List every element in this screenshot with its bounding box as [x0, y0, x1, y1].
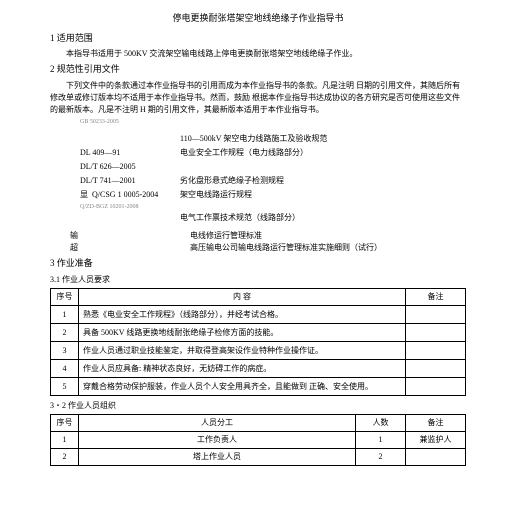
std-name: 劣化盘形悬式绝缘子检测规程	[180, 175, 284, 187]
td-note	[406, 449, 466, 466]
td-content: 具备 500KV 线路更换地线耐张绝缘子检修方面的技能。	[79, 324, 406, 342]
th-note: 备注	[406, 289, 466, 306]
td-seq: 1	[51, 432, 79, 449]
td-count: 2	[356, 449, 406, 466]
th-seq: 序号	[51, 415, 79, 432]
company-l2: 超	[70, 242, 100, 254]
td-seq: 1	[51, 306, 79, 324]
company-r2: 高压输电公司输电线路运行管理标准实施细则（试行）	[190, 242, 382, 254]
section-3-2-heading: 3・2 作业人员组织	[50, 400, 466, 412]
td-count: 1	[356, 432, 406, 449]
th-content: 内 容	[79, 289, 406, 306]
td-content: 作业人员通过职业技能鉴定，并取得登高架设作业特种作业操作证。	[79, 342, 406, 360]
company-r1: 电线修运行管理标准	[190, 230, 382, 242]
table-personnel-org: 序号 人员分工 人数 备注 1工作负责人1兼监护人 2塔上作业人员2	[50, 414, 466, 466]
td-note	[406, 324, 466, 342]
td-seq: 2	[51, 324, 79, 342]
th-count: 人数	[356, 415, 406, 432]
th-role: 人员分工	[79, 415, 356, 432]
td-note	[406, 306, 466, 324]
section-1-body: 本指导书适用于 500KV 交流架空输电线路上停电更换耐张塔架空地线绝缘子作业。	[50, 48, 466, 60]
std-tiny-1: GB 50233-2005	[80, 118, 466, 127]
td-content: 熟悉《电业安全工作规程》（线路部分），并经考试合格。	[79, 306, 406, 324]
section-2-heading: 2 规范性引用文件	[50, 63, 466, 77]
th-note: 备注	[406, 415, 466, 432]
std-code: DL/T 626—2005	[80, 161, 180, 173]
th-seq: 序号	[51, 289, 79, 306]
td-role: 塔上作业人员	[79, 449, 356, 466]
std-name: 电业安全工作规程（电力线路部分）	[180, 147, 308, 159]
doc-title: 停电更换耐张塔架空地线绝缘子作业指导书	[50, 12, 466, 26]
section-1-heading: 1 适用范围	[50, 32, 466, 46]
td-note	[406, 360, 466, 378]
section-3-1-heading: 3.1 作业人员要求	[50, 274, 466, 286]
std-code	[80, 133, 180, 145]
td-seq: 2	[51, 449, 79, 466]
td-seq: 4	[51, 360, 79, 378]
td-note	[406, 378, 466, 396]
td-content: 作业人员应具备: 精神状态良好，无妨碍工作的病症。	[79, 360, 406, 378]
std-extra: 电气工作票技术规范（线路部分）	[180, 212, 466, 224]
company-l1: 输	[70, 230, 100, 242]
section-3-heading: 3 作业准备	[50, 257, 466, 271]
std-name: 架空电线路运行规程	[180, 189, 252, 201]
std-prefix: 显	[80, 189, 92, 201]
td-seq: 5	[51, 378, 79, 396]
std-code: DL 409—91	[80, 147, 180, 159]
standards-list: 110—500kV 架空电力线路施工及验收规范 DL 409—91电业安全工作规…	[80, 133, 466, 224]
td-note: 兼监护人	[406, 432, 466, 449]
td-seq: 3	[51, 342, 79, 360]
td-note	[406, 342, 466, 360]
table-personnel-req: 序号 内 容 备注 1熟悉《电业安全工作规程》（线路部分），并经考试合格。 2具…	[50, 288, 466, 396]
std-tiny-2: Q/ZD-BGZ 10201-2008	[80, 203, 466, 212]
td-role: 工作负责人	[79, 432, 356, 449]
std-code: Q/CSG 1 0005-2004	[92, 189, 180, 201]
std-name: 110—500kV 架空电力线路施工及验收规范	[180, 133, 327, 145]
section-2-body: 下列文件中的条款通过本作业指导书的引用而成为本作业指导书的条款。凡是注明 日期的…	[50, 80, 466, 116]
td-content: 穿戴合格劳动保护服装，作业人员个人安全用具齐全，且能做到 正确、安全使用。	[79, 378, 406, 396]
std-code: DL/T 741—2001	[80, 175, 180, 187]
